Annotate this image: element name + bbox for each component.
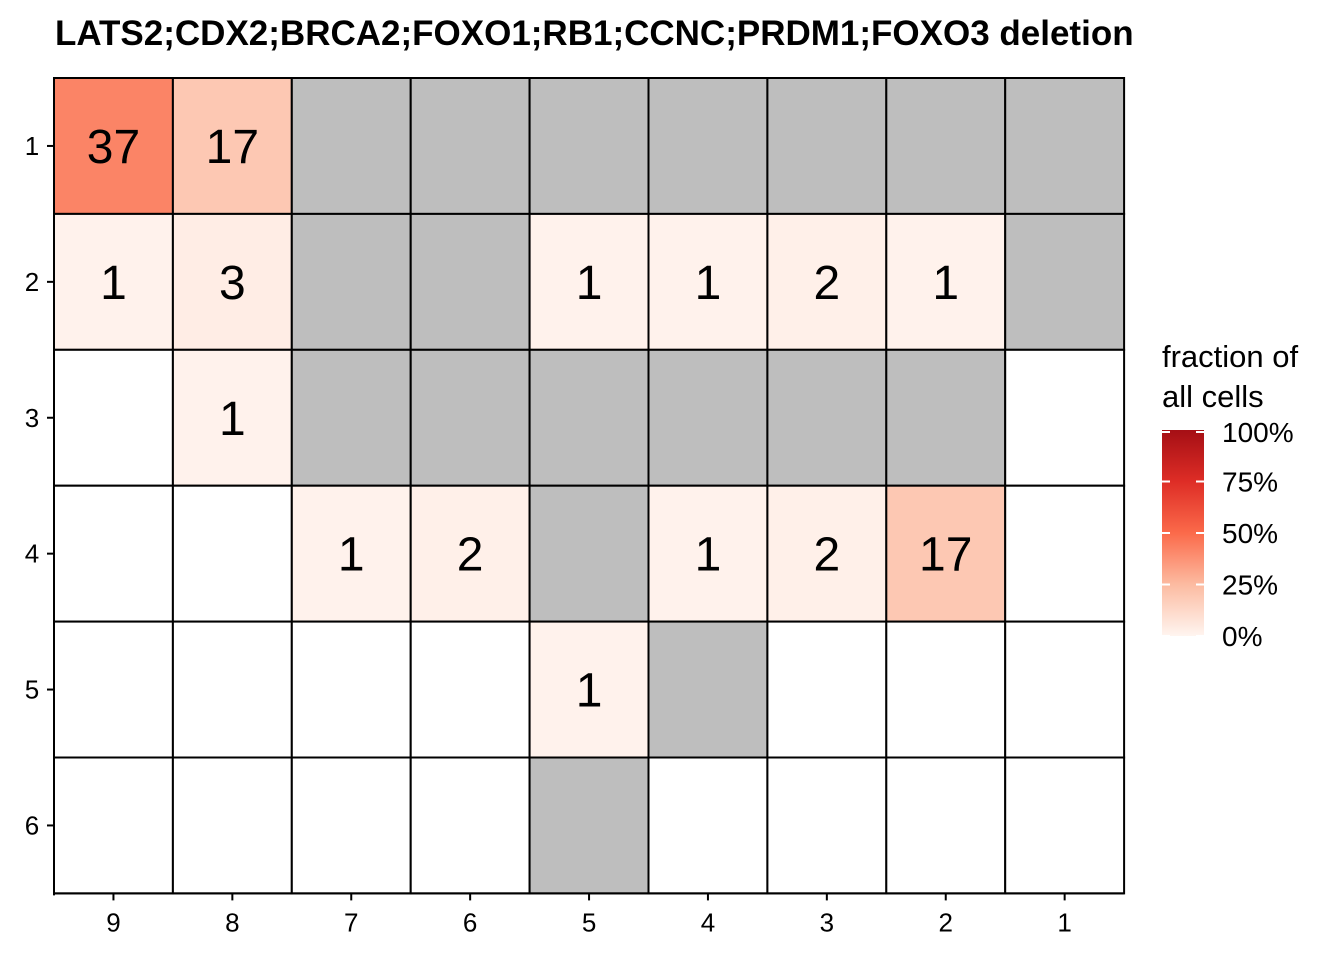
heatmap-cell [53,77,174,215]
heatmap-cell [53,620,174,759]
cell-value-label: 1 [932,257,959,310]
cell-value-label: 17 [919,529,972,582]
heatmap-cell [766,212,888,351]
x-tick-label: 2 [939,907,953,937]
heatmap-cell [409,212,531,351]
legend-tick-label: 75% [1222,467,1278,498]
cell-value-label: 2 [457,529,484,582]
heatmap-cell [885,348,1007,487]
heatmap-cell [647,756,769,895]
heatmap-cell [528,348,650,487]
x-tick-label: 1 [1057,907,1071,937]
heatmap-cell [766,756,888,895]
heatmap-cell [528,484,650,623]
heatmap-cell [1004,756,1126,895]
y-tick-label: 6 [25,810,39,840]
heatmap-cell [409,77,531,215]
heatmap-cell [647,77,769,215]
heatmap-cell [171,484,293,623]
cell-value-labels: 37 17 1 3 1 1 2 1 1 1 2 1 2 17 1 [87,121,973,718]
heatmap-cell [53,212,174,351]
heatmap-cell [290,77,412,215]
heatmap-cell [1004,620,1126,759]
legend-tick-label: 50% [1222,518,1278,549]
cell-value-label: 1 [219,393,246,446]
heatmap-cell [171,756,293,895]
x-tick-label: 4 [701,907,715,937]
x-tick-label: 9 [106,907,120,937]
heatmap-cells [53,77,1126,895]
heatmap-cell [647,620,769,759]
cell-value-label: 17 [206,121,259,174]
heatmap-cell [528,77,650,215]
legend-title-line: fraction of [1162,339,1299,374]
legend-tick-label: 0% [1222,621,1262,652]
legend-tick-label: 100% [1222,417,1294,448]
cell-value-label: 2 [813,257,840,310]
heatmap-cell [766,620,888,759]
heatmap-cell [290,620,412,759]
heatmap-cell [171,620,293,759]
x-tick-label: 3 [820,907,834,937]
heatmap-cell [1004,484,1126,623]
y-tick-label: 2 [25,267,39,297]
heatmap-cell [885,484,1007,623]
heatmap-cell [885,212,1007,351]
cell-value-label: 37 [87,121,140,174]
heatmap-cell [766,348,888,487]
x-tick-label: 7 [344,907,358,937]
y-tick-label: 5 [25,675,39,705]
heatmap-cell [53,348,174,487]
heatmap-cell [171,348,293,487]
heatmap-cell [647,348,769,487]
y-tick-label: 1 [25,131,39,161]
heatmap-cell [290,212,412,351]
heatmap-cell [766,77,888,215]
heatmap-cell [53,484,174,623]
heatmap-cell [885,756,1007,895]
legend-title: fraction of all cells [1162,337,1298,417]
axes: 9 8 7 6 5 4 3 2 1 1 2 3 4 5 6 [25,78,1125,937]
cell-value-label: 1 [695,529,722,582]
cell-value-label: 1 [100,257,127,310]
color-legend: 100% 75% 50% 25% 0% [1162,417,1294,652]
chart-title: LATS2;CDX2;BRCA2;FOXO1;RB1;CCNC;PRDM1;FO… [55,14,1134,53]
cell-value-label: 1 [338,529,365,582]
heatmap-cell [647,484,769,623]
cell-value-label: 1 [576,257,603,310]
cell-value-label: 3 [219,257,246,310]
heatmap-cell [528,756,650,895]
legend-title-line: all cells [1162,379,1264,414]
heatmap-cell [528,620,650,759]
heatmap-cell [766,484,888,623]
cell-value-label: 2 [813,529,840,582]
x-tick-label: 6 [463,907,477,937]
heatmap-cell [171,77,293,215]
heatmap-cell [290,484,412,623]
heatmap-cell [1004,212,1126,351]
heatmap-cell [409,348,531,487]
heatmap-cell [885,77,1007,215]
heatmap-cell [1004,77,1126,215]
x-tick-label: 8 [225,907,239,937]
heatmap-cell [290,756,412,895]
heatmap-cell [1004,348,1126,487]
y-tick-label: 3 [25,403,39,433]
heatmap-cell [290,348,412,487]
cell-value-label: 1 [695,257,722,310]
heatmap-cell [53,756,174,895]
y-tick-label: 4 [25,539,39,569]
cell-value-label: 1 [576,665,603,718]
x-tick-label: 5 [582,907,596,937]
heatmap-cell [409,756,531,895]
heatmap-cell [885,620,1007,759]
heatmap-cell [409,620,531,759]
legend-tick-label: 25% [1222,570,1278,601]
